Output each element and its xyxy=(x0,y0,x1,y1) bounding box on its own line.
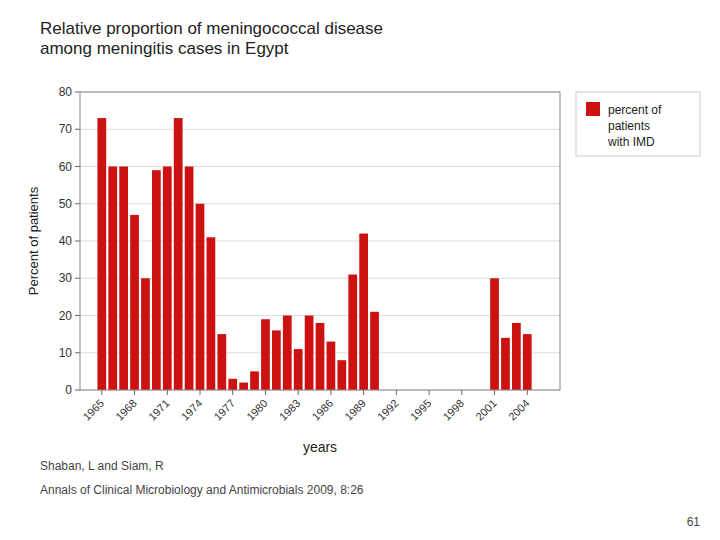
y-tick xyxy=(75,166,80,167)
bar xyxy=(228,379,237,390)
x-tick xyxy=(429,390,430,395)
grid xyxy=(80,92,560,390)
x-tick-label: 2004 xyxy=(506,397,532,423)
y-tick xyxy=(75,92,80,93)
y-tick-label: 20 xyxy=(59,309,73,323)
legend-swatch xyxy=(586,102,600,116)
x-tick-label: 2001 xyxy=(473,397,499,423)
x-tick xyxy=(461,390,462,395)
bar xyxy=(119,167,128,391)
bar xyxy=(196,204,205,390)
legend: percent ofpatientswith IMD xyxy=(576,92,700,156)
bar xyxy=(316,323,325,390)
bar xyxy=(108,167,117,391)
x-tick-label: 1992 xyxy=(375,397,401,423)
x-tick xyxy=(167,390,168,395)
bar xyxy=(174,118,183,390)
slide-number: 61 xyxy=(687,515,701,529)
citation: Annals of Clinical Microbiology and Anti… xyxy=(40,483,364,497)
bar xyxy=(294,349,303,390)
bar xyxy=(250,371,259,390)
bar xyxy=(207,237,216,390)
bar xyxy=(327,342,336,390)
bar xyxy=(217,334,226,390)
bar xyxy=(337,360,346,390)
grid-line xyxy=(80,129,560,130)
x-tick-label: 1968 xyxy=(113,397,139,423)
x-tick-label: 1989 xyxy=(342,397,368,423)
bar xyxy=(152,170,161,390)
y-tick-label: 10 xyxy=(59,346,73,360)
x-tick xyxy=(494,390,495,395)
y-tick-label: 30 xyxy=(59,271,73,285)
x-tick xyxy=(101,390,102,395)
legend-label: percent ofpatientswith IMD xyxy=(607,103,662,149)
bar xyxy=(359,234,368,390)
bar xyxy=(261,319,270,390)
y-tick xyxy=(75,241,80,242)
bar xyxy=(239,383,248,390)
x-tick-label: 1971 xyxy=(146,397,172,423)
x-tick xyxy=(527,390,528,395)
x-tick-label: 1998 xyxy=(440,397,466,423)
bar xyxy=(185,167,194,391)
y-tick xyxy=(75,390,80,391)
x-tick xyxy=(298,390,299,395)
title: Relative proportion of meningococcal dis… xyxy=(40,19,383,58)
y-tick xyxy=(75,203,80,204)
x-tick-label: 1983 xyxy=(277,397,303,423)
y-tick xyxy=(75,315,80,316)
y-tick xyxy=(75,278,80,279)
bar xyxy=(283,316,292,391)
plot-frame xyxy=(80,92,560,390)
y-tick-label: 50 xyxy=(59,197,73,211)
x-tick xyxy=(396,390,397,395)
bar xyxy=(141,278,150,390)
chart: Relative proportion of meningococcal dis… xyxy=(0,0,720,540)
bar xyxy=(523,334,532,390)
y-tick xyxy=(75,352,80,353)
y-tick-label: 80 xyxy=(59,85,73,99)
x-tick-label: 1980 xyxy=(244,397,270,423)
bar xyxy=(163,167,172,391)
x-tick-label: 1995 xyxy=(408,397,434,423)
bar xyxy=(97,118,106,390)
x-tick-label: 1977 xyxy=(211,397,237,423)
citation: Shaban, L and Siam, R xyxy=(40,459,164,473)
bar xyxy=(501,338,510,390)
x-tick-label: 1986 xyxy=(310,397,336,423)
x-tick-label: 1965 xyxy=(80,397,106,423)
x-tick xyxy=(232,390,233,395)
y-tick-label: 40 xyxy=(59,234,73,248)
x-axis-label: years xyxy=(303,439,337,455)
legend-box xyxy=(576,92,700,156)
bar xyxy=(272,330,281,390)
y-axis-label: Percent of patients xyxy=(26,186,41,295)
x-tick xyxy=(134,390,135,395)
y-tick-label: 60 xyxy=(59,160,73,174)
bar xyxy=(512,323,521,390)
bars xyxy=(97,118,531,390)
y-tick-label: 0 xyxy=(65,383,72,397)
bar xyxy=(348,275,357,390)
grid-line xyxy=(80,166,560,167)
y-tick-label: 70 xyxy=(59,122,73,136)
x-tick xyxy=(265,390,266,395)
x-tick xyxy=(330,390,331,395)
x-tick-label: 1974 xyxy=(179,397,205,423)
bar xyxy=(490,278,499,390)
bar xyxy=(305,316,314,391)
bar xyxy=(370,312,379,390)
y-tick xyxy=(75,129,80,130)
bar xyxy=(130,215,139,390)
x-tick xyxy=(363,390,364,395)
x-tick xyxy=(200,390,201,395)
